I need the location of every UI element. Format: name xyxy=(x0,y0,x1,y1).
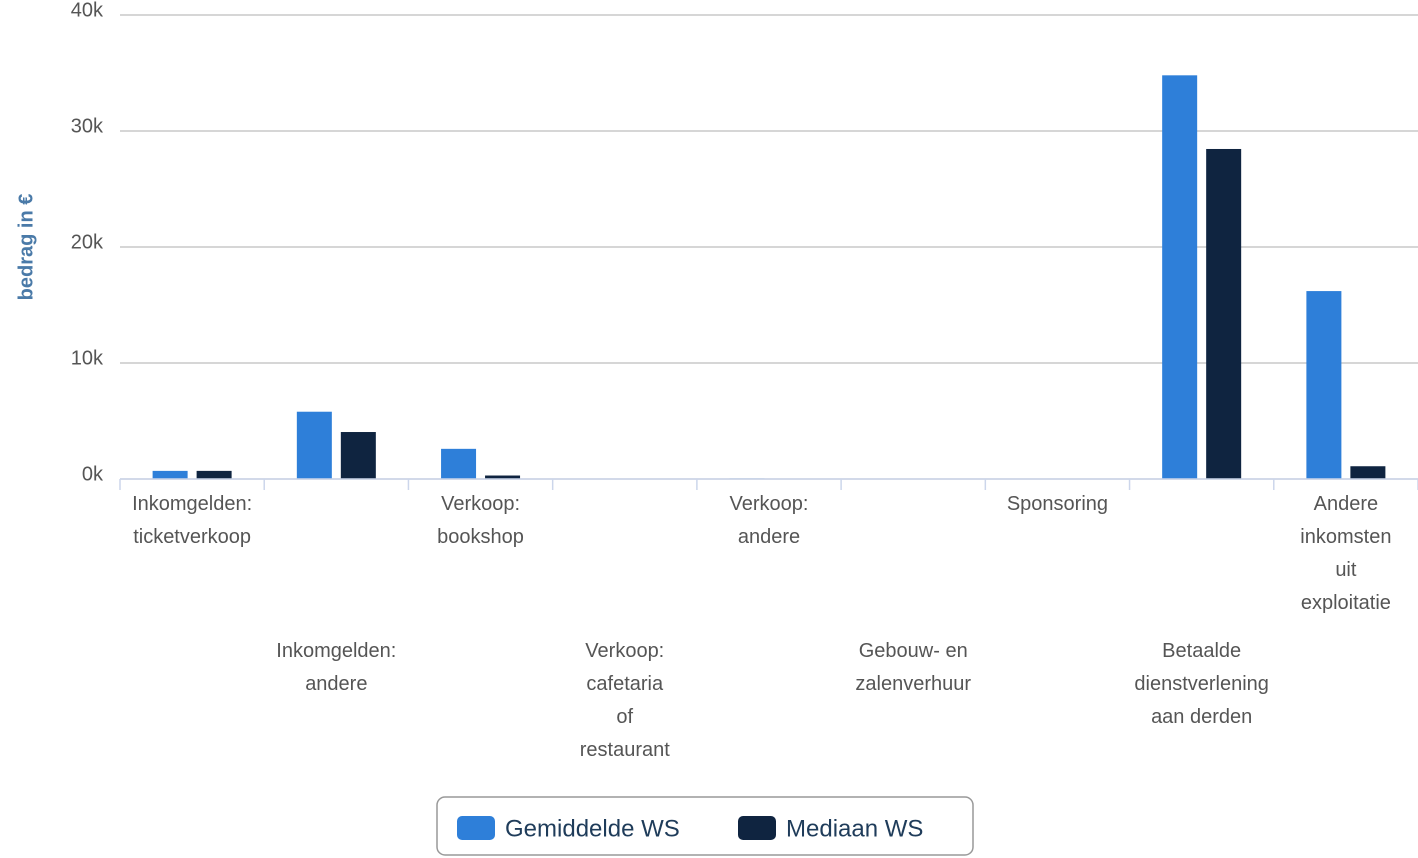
legend-label: Gemiddelde WS xyxy=(505,815,680,842)
legend-label: Mediaan WS xyxy=(786,815,923,842)
x-tick-label: Andere inkomsten uit exploitatie xyxy=(1300,493,1391,614)
bar xyxy=(296,411,332,479)
bar xyxy=(1206,148,1242,480)
x-tick-label: Betaalde dienstverlening aan derden xyxy=(1134,640,1269,728)
y-tick-label: 40k xyxy=(71,0,104,21)
bar xyxy=(1162,75,1198,479)
x-tick-label: Inkomgelden: andere xyxy=(276,640,396,695)
x-tick-label: Inkomgelden: ticketverkoop xyxy=(132,493,252,548)
legend-box xyxy=(436,796,974,856)
x-tick-label: Sponsoring xyxy=(1007,493,1108,515)
x-tick-label: Verkoop: andere xyxy=(730,493,809,548)
bar xyxy=(340,432,376,479)
legend-swatch xyxy=(457,816,495,840)
y-axis-title: bedrag in € xyxy=(15,194,37,301)
legend-swatch xyxy=(738,816,776,840)
bar xyxy=(152,470,188,479)
bar xyxy=(1350,466,1386,479)
y-tick-label: 10k xyxy=(71,347,104,369)
y-tick-label: 0k xyxy=(82,463,104,485)
bar xyxy=(485,475,521,479)
x-tick-label: Verkoop: cafetaria of restaurant xyxy=(580,640,670,761)
x-tick-label: Gebouw- en zalenverhuur xyxy=(855,640,971,695)
y-tick-label: 30k xyxy=(71,115,104,137)
y-tick-label: 20k xyxy=(71,231,104,253)
bar xyxy=(1306,291,1342,479)
x-tick-label: Verkoop: bookshop xyxy=(437,493,524,548)
bar xyxy=(196,470,232,479)
bar xyxy=(441,448,477,479)
